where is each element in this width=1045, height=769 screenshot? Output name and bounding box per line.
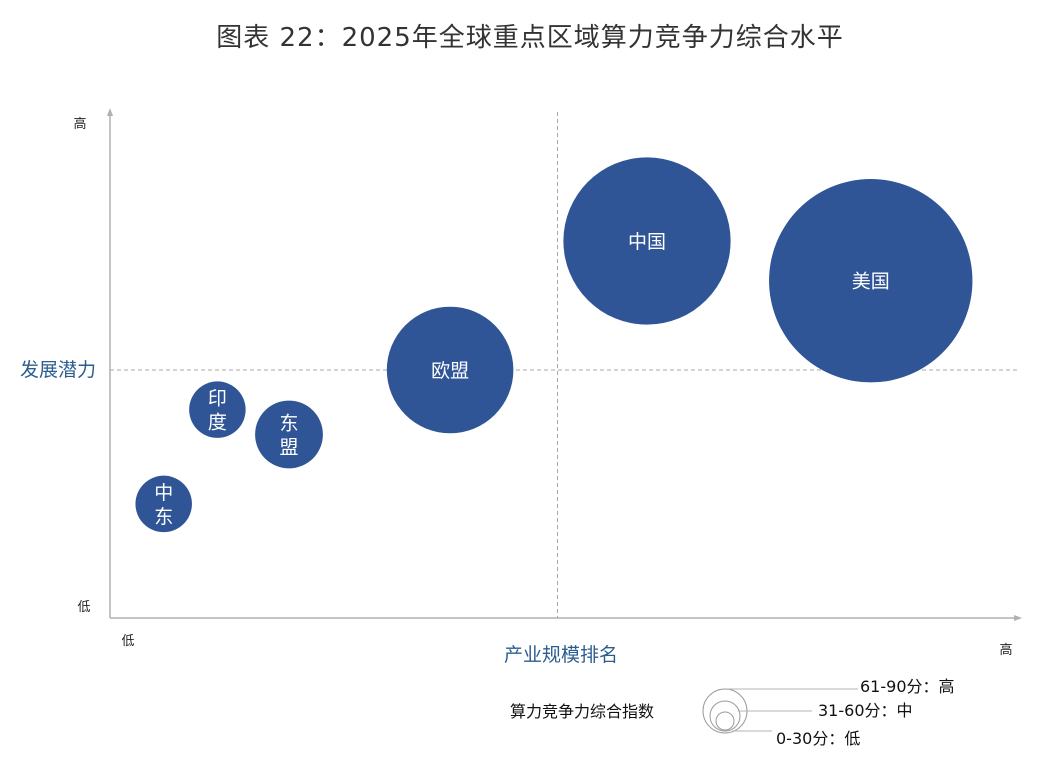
bubble-1 [563, 157, 731, 325]
bubble-0 [769, 179, 973, 383]
y-tick-low: 低 [77, 600, 90, 615]
x-tick-high: 高 [999, 642, 1012, 658]
bubble-label-4-char-1: 度 [208, 412, 227, 434]
bubble-label-3-char-1: 盟 [279, 436, 298, 458]
bubble-4 [189, 381, 246, 438]
y-tick-high: 高 [73, 116, 86, 132]
legend-item-mid: 31-60分：中 [818, 701, 913, 720]
bubble-2 [386, 306, 514, 434]
legend-title: 算力竞争力综合指数 [510, 702, 654, 721]
bubble-5 [135, 475, 192, 533]
bubble-label-0: 美国 [852, 271, 890, 293]
bubble-label-5-char-1: 东 [154, 506, 173, 528]
legend-circle-medium [709, 700, 741, 732]
legend-circle-small [715, 711, 735, 731]
x-axis-label: 产业规模排名 [504, 644, 618, 666]
chart-title: 图表 22：2025年全球重点区域算力竞争力综合水平 [216, 23, 844, 53]
bubble-label-2: 欧盟 [431, 360, 469, 382]
bubble-label-5-char-0: 中 [154, 482, 173, 504]
x-tick-low: 低 [121, 634, 134, 649]
bubble-label-1: 中国 [628, 231, 666, 253]
bubble-label-3-char-0: 东 [279, 412, 298, 434]
legend-item-low: 0-30分：低 [776, 729, 860, 748]
legend-item-high: 61-90分：高 [860, 677, 955, 696]
y-axis-label: 发展潜力 [20, 359, 96, 381]
bubble-3 [255, 400, 323, 469]
legend: 算力竞争力综合指数 61-90分：高 31-60分：中 0-30分：低 [510, 677, 955, 748]
bubble-label-4-char-0: 印 [208, 388, 227, 410]
